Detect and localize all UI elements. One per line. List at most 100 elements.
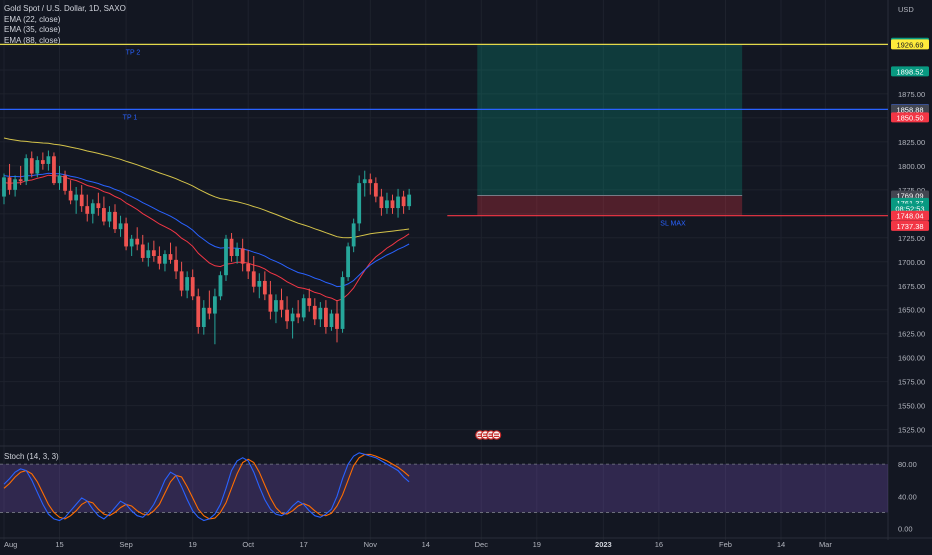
candle-body[interactable] [312, 305, 317, 320]
candle-body[interactable] [207, 307, 212, 314]
candle-body[interactable] [279, 300, 284, 310]
price-label-badge[interactable] [891, 104, 929, 115]
candle-body[interactable] [74, 194, 79, 201]
price-label-badge[interactable] [891, 112, 929, 123]
price-label-badge[interactable] [891, 66, 929, 77]
us-flag-icon[interactable] [491, 430, 502, 440]
candle-body[interactable] [113, 211, 117, 230]
candle-body[interactable] [2, 177, 6, 197]
candle-body[interactable] [390, 200, 395, 209]
candle-body[interactable] [135, 238, 140, 245]
candle-body[interactable] [118, 223, 123, 230]
stoch-d-line[interactable] [3, 453, 410, 520]
candle-body[interactable] [396, 196, 400, 209]
candle-body[interactable] [213, 296, 217, 314]
candle-body[interactable] [13, 179, 17, 190]
candle-body[interactable] [351, 223, 356, 247]
time-tick-label: Oct [242, 540, 255, 549]
long-position-profit-zone[interactable] [477, 44, 743, 196]
candle-body[interactable] [24, 158, 29, 182]
candle-body[interactable] [324, 307, 328, 327]
candle-body[interactable] [229, 238, 234, 257]
ema-22-legend[interactable]: EMA (22, close) [4, 14, 61, 24]
ema-88-line[interactable] [3, 137, 410, 239]
candle-body[interactable] [301, 298, 306, 318]
candle-body[interactable] [140, 244, 145, 258]
candle-body[interactable] [96, 203, 101, 209]
candle-body[interactable] [290, 313, 295, 322]
candle-body[interactable] [79, 194, 84, 207]
stoch-k-line[interactable] [3, 452, 410, 522]
candle-body[interactable] [68, 190, 73, 201]
candle-body[interactable] [185, 277, 190, 291]
price-label-badge[interactable] [891, 220, 929, 231]
candle-body[interactable] [168, 254, 173, 260]
candle-body[interactable] [246, 263, 251, 272]
candle-body[interactable] [268, 294, 273, 312]
candle-body[interactable] [163, 254, 167, 264]
candle-body[interactable] [362, 179, 367, 184]
candle-body[interactable] [335, 313, 339, 329]
candle-body[interactable] [274, 300, 278, 312]
candle-body[interactable] [235, 248, 239, 257]
stoch-legend[interactable]: Stoch (14, 3, 3) [4, 452, 59, 461]
candle-body[interactable] [385, 200, 389, 209]
price-label-text: 1748.04 [896, 212, 923, 221]
candle-body[interactable] [285, 309, 289, 322]
candle-body[interactable] [218, 275, 223, 297]
candle-body[interactable] [151, 250, 156, 257]
candle-body[interactable] [85, 206, 90, 214]
candle-body[interactable] [240, 248, 245, 264]
price-label-badge[interactable] [891, 210, 929, 221]
candle-body[interactable] [157, 256, 162, 264]
candle-body[interactable] [318, 307, 323, 320]
ema-88-legend[interactable]: EMA (88, close) [4, 35, 61, 45]
currency-label: USD [898, 5, 914, 14]
candle-body[interactable] [251, 271, 256, 287]
candle-body[interactable] [29, 158, 34, 174]
candle-body[interactable] [346, 246, 350, 278]
candle-body[interactable] [90, 203, 95, 214]
candle-body[interactable] [262, 280, 267, 295]
candle-body[interactable] [340, 277, 345, 329]
candle-body[interactable] [174, 259, 178, 272]
long-position-loss-zone[interactable] [477, 195, 743, 216]
candle-body[interactable] [40, 160, 45, 164]
candle-body[interactable] [129, 238, 134, 247]
candle-body[interactable] [190, 277, 195, 297]
candle-body[interactable] [296, 313, 301, 318]
candle-body[interactable] [35, 160, 40, 174]
candle-body[interactable] [146, 250, 151, 258]
candle-body[interactable] [107, 211, 112, 222]
candle-body[interactable] [179, 271, 184, 291]
candle-body[interactable] [52, 156, 56, 184]
candle-body[interactable] [201, 307, 206, 327]
candle-body[interactable] [63, 175, 67, 191]
candle-body[interactable] [357, 183, 362, 224]
candle-body[interactable] [401, 196, 406, 207]
candle-body[interactable] [57, 175, 62, 184]
candle-body[interactable] [224, 238, 228, 276]
price-label-badge[interactable] [891, 39, 929, 50]
candle-body[interactable] [373, 183, 378, 197]
price-label-text: 08:52:53 [895, 205, 924, 214]
candle-body[interactable] [407, 194, 412, 207]
economic-event-flags[interactable] [475, 430, 502, 440]
candle-body[interactable] [46, 156, 51, 164]
candle-body[interactable] [196, 296, 201, 327]
candle-body[interactable] [307, 298, 312, 306]
symbol-title[interactable]: Gold Spot / U.S. Dollar, 1D, SAXO [4, 4, 126, 13]
candle-body[interactable] [7, 177, 12, 190]
candle-body[interactable] [102, 208, 106, 222]
ema-35-legend[interactable]: EMA (35, close) [4, 25, 61, 34]
candle-body[interactable] [379, 196, 384, 209]
stoch-band [0, 464, 888, 513]
candles[interactable] [2, 150, 412, 345]
candle-body[interactable] [257, 280, 262, 287]
candle-body[interactable] [368, 179, 373, 184]
candle-body[interactable] [18, 179, 23, 182]
candle-body[interactable] [124, 223, 128, 247]
candle-body[interactable] [329, 313, 334, 327]
